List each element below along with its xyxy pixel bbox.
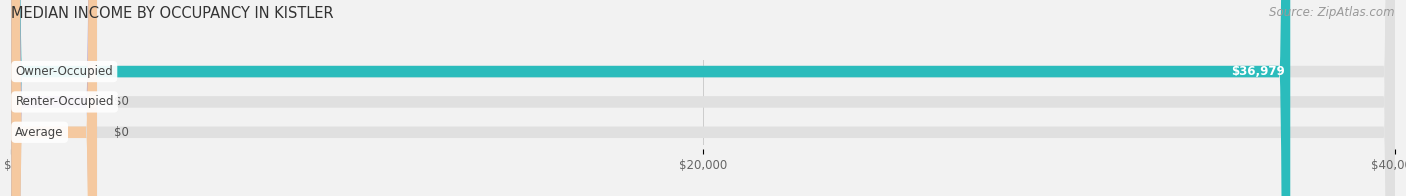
Text: Source: ZipAtlas.com: Source: ZipAtlas.com: [1270, 6, 1395, 19]
Text: $36,979: $36,979: [1232, 65, 1285, 78]
FancyBboxPatch shape: [11, 0, 1395, 196]
FancyBboxPatch shape: [11, 0, 97, 196]
Text: $0: $0: [114, 126, 128, 139]
FancyBboxPatch shape: [11, 0, 97, 196]
FancyBboxPatch shape: [11, 0, 1291, 196]
Text: $0: $0: [114, 95, 128, 108]
Text: Renter-Occupied: Renter-Occupied: [15, 95, 114, 108]
Text: MEDIAN INCOME BY OCCUPANCY IN KISTLER: MEDIAN INCOME BY OCCUPANCY IN KISTLER: [11, 6, 333, 21]
Text: Owner-Occupied: Owner-Occupied: [15, 65, 112, 78]
FancyBboxPatch shape: [11, 0, 1395, 196]
Text: Average: Average: [15, 126, 63, 139]
FancyBboxPatch shape: [11, 0, 1395, 196]
